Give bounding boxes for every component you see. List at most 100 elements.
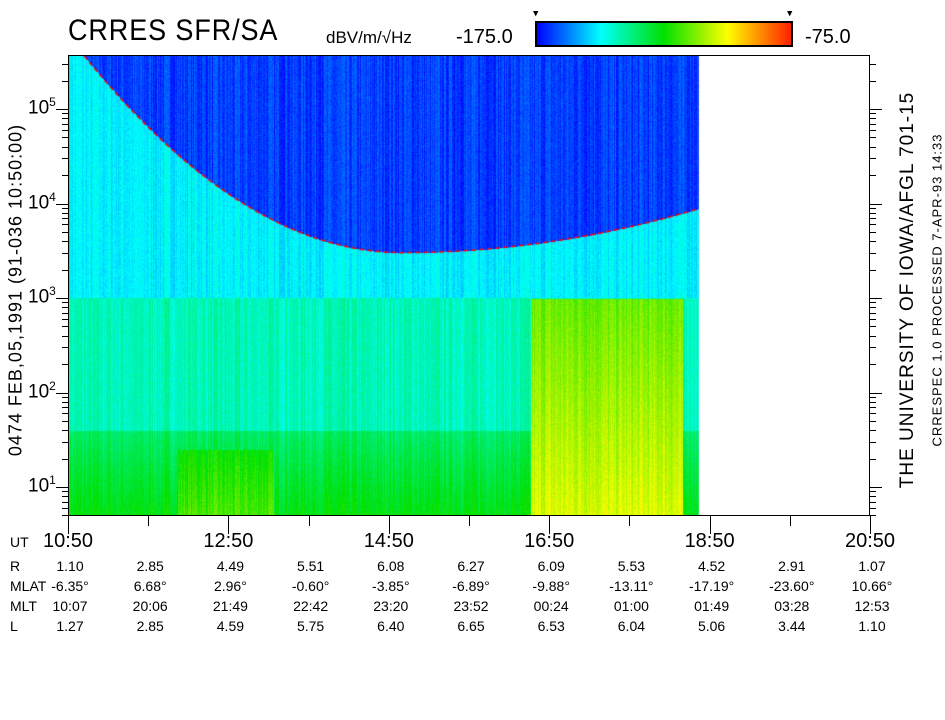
row-value: 6.08	[377, 558, 405, 574]
y-tick-exp: 5	[49, 95, 56, 109]
x-tick	[308, 516, 310, 526]
row-value: 1.10	[56, 558, 84, 574]
y-tick	[62, 326, 68, 328]
x-tick	[549, 516, 551, 534]
row-value: 12:53	[854, 598, 890, 614]
row-label: UT	[10, 534, 29, 550]
y-tick	[62, 241, 68, 243]
y-tick	[870, 347, 876, 349]
institution-label: THE UNIVERSITY OF IOWA/AFGL 701-15	[897, 91, 918, 489]
row-value: 6.09	[537, 558, 565, 574]
y-tick	[870, 507, 876, 509]
y-tick	[62, 515, 68, 517]
y-tick-base: 10	[28, 97, 50, 119]
y-tick	[62, 129, 68, 131]
row-value: 01:49	[694, 598, 730, 614]
y-tick	[870, 501, 876, 503]
row-value: -6.35°	[51, 578, 89, 594]
y-tick	[870, 430, 876, 432]
y-tick	[870, 146, 876, 148]
row-value: 5.75	[296, 618, 325, 634]
row-value: 03:28	[774, 598, 810, 614]
y-tick	[62, 224, 68, 226]
y-tick	[62, 80, 68, 82]
y-tick	[62, 420, 68, 422]
y-tick	[870, 307, 876, 309]
y-tick	[62, 231, 68, 233]
y-tick	[56, 487, 68, 488]
y-tick	[870, 231, 876, 233]
row-value: 10.66°	[851, 578, 893, 594]
y-tick	[62, 118, 68, 120]
row-value: 2.85	[136, 558, 164, 574]
y-tick	[62, 63, 68, 65]
y-tick	[870, 63, 876, 65]
y-tick	[870, 113, 876, 115]
row-value: 10:07	[52, 598, 88, 614]
y-tick	[62, 347, 68, 349]
y-tick	[56, 109, 68, 110]
y-tick	[870, 137, 876, 139]
y-tick-label: 105	[28, 95, 56, 119]
y-tick	[62, 458, 68, 460]
y-tick	[870, 401, 876, 403]
row-value: -0.60°	[291, 578, 330, 594]
y-tick	[870, 302, 876, 304]
colorbar	[535, 21, 793, 47]
x-tick	[148, 516, 150, 526]
x-tick	[629, 516, 631, 526]
row-value: 2.85	[136, 618, 164, 634]
y-tick	[870, 441, 876, 443]
row-value: 16:50	[524, 530, 575, 552]
y-tick	[62, 507, 68, 509]
y-tick	[62, 252, 68, 254]
y-tick	[870, 129, 876, 131]
row-value: 12:50	[203, 530, 254, 552]
y-tick	[870, 207, 876, 209]
row-value: 4.49	[216, 558, 245, 574]
y-tick	[62, 496, 68, 498]
y-tick	[870, 318, 876, 320]
x-tick	[709, 516, 711, 534]
row-value: -3.85°	[372, 578, 410, 594]
row-value: 23:20	[373, 598, 409, 614]
row-value: -13.11°	[609, 578, 654, 594]
y-tick	[62, 158, 68, 160]
y-tick	[870, 487, 882, 488]
y-tick	[62, 307, 68, 309]
row-value: 5.53	[617, 558, 646, 574]
x-tick	[469, 516, 470, 526]
x-tick	[789, 516, 791, 526]
y-tick-label: 101	[28, 473, 56, 497]
y-tick	[870, 203, 882, 205]
y-tick	[62, 491, 68, 493]
row-value: 20:50	[844, 530, 896, 552]
y-tick	[62, 137, 68, 139]
y-tick	[870, 458, 876, 460]
y-tick-label: 102	[28, 379, 56, 403]
colorbar-min-marker-icon: ▼	[533, 9, 539, 19]
y-tick	[62, 396, 68, 398]
row-value: 18:50	[684, 530, 735, 552]
colorbar-min: -175.0	[456, 26, 513, 48]
y-tick	[56, 203, 68, 205]
colorbar-units: dBV/m/√Hz	[326, 28, 412, 47]
row-value: 6.27	[457, 558, 485, 574]
row-value: 6.53	[537, 618, 565, 634]
row-label: MLAT	[10, 578, 47, 594]
chart-title: CRRES SFR/SA	[68, 14, 279, 47]
row-value: -9.88°	[532, 578, 570, 594]
y-tick-exp: 3	[49, 284, 56, 298]
row-value: 14:50	[363, 530, 414, 552]
y-tick	[870, 312, 876, 314]
y-tick	[870, 118, 876, 120]
y-tick	[870, 218, 876, 220]
row-value: 22:42	[293, 598, 329, 614]
row-value: 1.07	[858, 558, 886, 574]
row-value: 1.27	[56, 618, 84, 634]
y-tick	[62, 441, 68, 443]
y-tick	[870, 407, 876, 409]
row-value: 21:49	[212, 598, 248, 614]
x-tick	[228, 516, 230, 534]
y-tick	[870, 212, 876, 214]
